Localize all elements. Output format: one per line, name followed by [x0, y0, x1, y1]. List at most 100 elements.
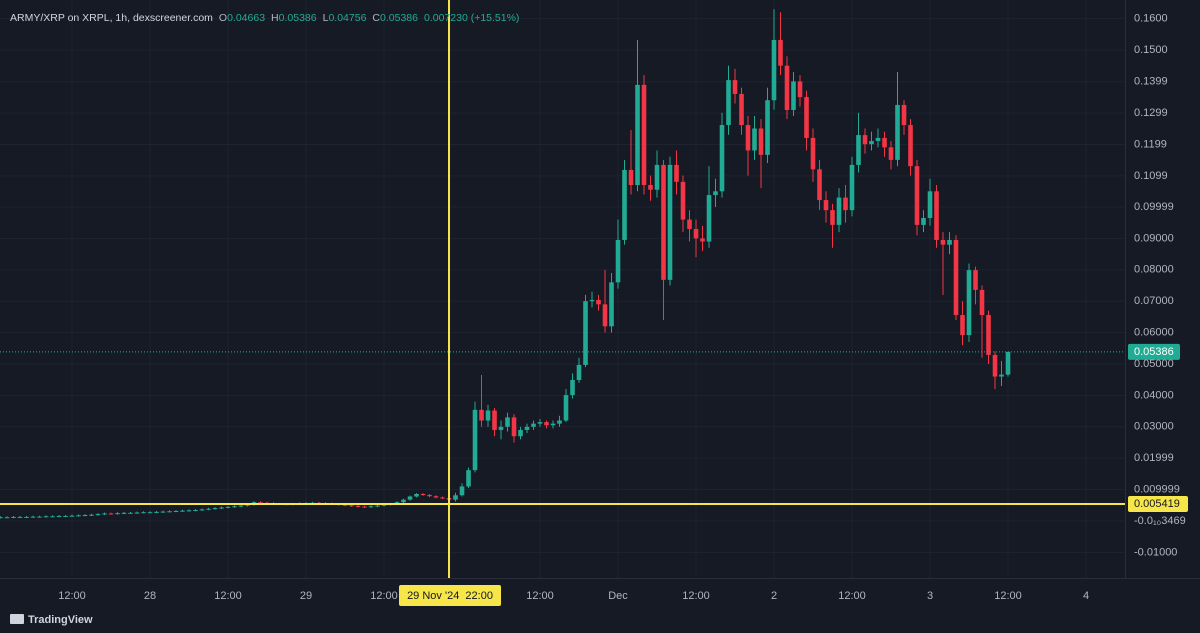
candle-body [479, 409, 484, 421]
candle-body [661, 164, 666, 280]
candle-body [17, 516, 23, 518]
y-tick-label: 0.05000 [1134, 358, 1174, 370]
candle-body [160, 511, 166, 513]
candle-body [654, 164, 660, 190]
candle-body [238, 505, 244, 507]
candle-body [485, 410, 491, 421]
x-tick-label: 12:00 [370, 590, 398, 602]
x-tick-label: 29 [300, 590, 312, 602]
candle-body [895, 104, 900, 160]
candle-body [141, 512, 146, 514]
candle-body [24, 516, 29, 518]
candle-body [719, 125, 725, 192]
candle-body [43, 516, 49, 518]
candle-body [524, 426, 530, 430]
y-tick-label: 0.06000 [1134, 327, 1174, 339]
x-tick-label: 4 [1083, 590, 1089, 602]
candle-body [498, 426, 504, 430]
candle-body [492, 410, 497, 430]
candle-body [947, 239, 952, 245]
candle-body [102, 513, 107, 515]
candle-body [615, 239, 621, 283]
candle-body [817, 169, 822, 201]
candle-body [557, 420, 562, 424]
candle-body [570, 380, 575, 396]
candle-body [921, 217, 926, 225]
x-tick-label: 28 [144, 590, 156, 602]
candle-body [700, 238, 705, 242]
candle-body [108, 513, 114, 515]
candle-body [232, 506, 237, 508]
y-tick-label: 0.09000 [1134, 232, 1174, 244]
candle-body [635, 84, 640, 186]
candle-body [355, 505, 361, 507]
candle-body [4, 517, 10, 519]
candle-body [76, 515, 81, 517]
y-tick-label: 0.1600 [1134, 12, 1168, 24]
candle-body [836, 197, 842, 225]
candle-body [622, 169, 627, 240]
candle-body [362, 506, 367, 508]
candle-body [609, 282, 614, 327]
y-tick-label: 0.08000 [1134, 264, 1174, 276]
candle-body [173, 510, 179, 512]
legend-value: 0.04756 [328, 12, 366, 24]
x-tick-label: 12:00 [214, 590, 242, 602]
candle-body [167, 511, 172, 513]
candle-body [128, 512, 133, 514]
candle-body [830, 210, 835, 225]
candle-body [602, 304, 608, 327]
candle-body [641, 84, 647, 186]
candle-body [368, 506, 374, 508]
x-tick-label: Dec [608, 590, 628, 602]
candle-body [82, 515, 88, 517]
candle-body [121, 512, 127, 514]
candle-body [212, 508, 218, 510]
x-tick-label: 2 [771, 590, 777, 602]
overlay: 0.05386 0.005419 29 Nov '24 22:00 [0, 0, 1188, 606]
legend-change: 0.007230 (+15.51%) [424, 12, 519, 24]
footer-brand: TradingView [28, 614, 93, 626]
y-tick-label: 0.1199 [1134, 138, 1167, 150]
candle-body [511, 417, 517, 437]
candle-body [225, 506, 231, 508]
candle-body [258, 502, 263, 504]
candle-body [791, 81, 796, 110]
candle-body [901, 104, 907, 126]
last-price-label: 0.05386 [1134, 346, 1174, 358]
x-tick-label: 12:00 [526, 590, 554, 602]
candle-body [745, 125, 751, 151]
candle-body [862, 135, 868, 145]
candle-body [544, 422, 549, 426]
candle-body [992, 354, 998, 377]
candle-body [401, 499, 406, 503]
candle-body [856, 135, 861, 165]
candle-body [219, 507, 224, 509]
candle-body [199, 509, 205, 511]
candle-body [739, 93, 744, 126]
candle-body [576, 364, 582, 381]
candle-body [765, 100, 770, 155]
candle-body [50, 516, 55, 518]
candle-body [752, 128, 757, 151]
candle-body [908, 125, 913, 167]
y-tick-label: 0.1500 [1134, 44, 1168, 56]
crosshair-time-label: 29 Nov '24 22:00 [407, 590, 493, 602]
candle-body [966, 270, 972, 336]
x-tick-label: 12:00 [838, 590, 866, 602]
last-price-badge [1128, 343, 1180, 360]
y-tick-label: -0.0₁₀3469 [1134, 515, 1186, 527]
candle-body [583, 301, 588, 365]
candle-body [875, 137, 881, 142]
candle-body [193, 510, 198, 512]
candle-body [823, 200, 829, 211]
candle-body [472, 409, 478, 471]
candle-body [518, 429, 523, 437]
legend-line: ARMY/XRP on XRPL, 1h, dexscreener.com O0.… [10, 12, 519, 24]
candle-body [349, 505, 354, 507]
x-tick-label: 12:00 [58, 590, 86, 602]
candle-body [433, 496, 439, 498]
candle-body [960, 315, 965, 336]
candle-body [459, 486, 465, 496]
